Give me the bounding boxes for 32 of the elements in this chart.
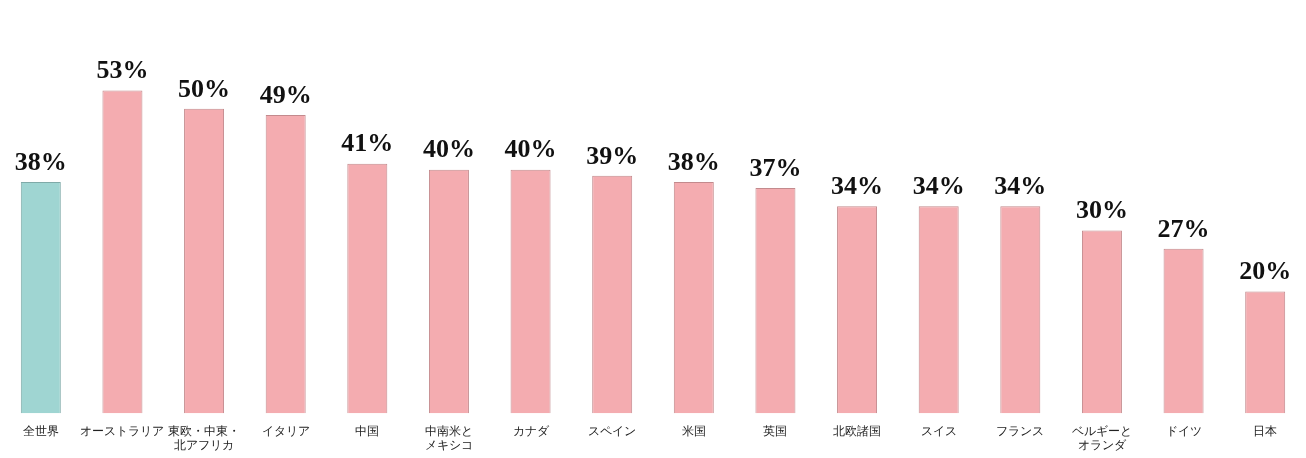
data-label: 20% [1239, 256, 1292, 286]
data-label: 50% [178, 73, 231, 103]
x-tick-label: ドイツ [1165, 423, 1202, 438]
data-label: 49% [259, 79, 312, 109]
x-tick-label: オーストラリア [80, 423, 165, 438]
data-label: 30% [1075, 195, 1128, 225]
data-label: 53% [96, 55, 149, 85]
x-tick-label: 英国 [763, 423, 788, 438]
x-tick-label: 北欧諸国 [833, 423, 882, 438]
x-tick-label: 日本 [1253, 423, 1278, 438]
data-label: 40% [504, 134, 557, 164]
data-label: 34% [912, 170, 965, 200]
data-label: 38% [14, 146, 67, 176]
x-tick-label: スイス [920, 423, 957, 438]
data-label: 38% [667, 146, 720, 176]
x-tick-label: 東欧・中東・北アフリカ [168, 423, 241, 452]
x-tick-label: スペイン [588, 423, 637, 438]
data-label: 27% [1157, 213, 1210, 243]
data-label: 40% [422, 134, 475, 164]
data-label: 34% [831, 170, 884, 200]
x-tick-label: カナダ [512, 423, 550, 438]
x-tick-label: 米国 [681, 423, 706, 438]
data-label: 37% [749, 152, 802, 182]
x-tick-label: 全世界 [22, 423, 59, 438]
data-label: 34% [994, 170, 1047, 200]
x-tick-label: 中国 [355, 423, 380, 438]
x-tick-label: イタリア [261, 423, 310, 438]
x-tick-label: 中南米とメキシコ [424, 423, 473, 452]
x-tick-label: フランス [996, 423, 1045, 438]
data-label: 41% [341, 128, 394, 158]
x-tick-label: ベルギーとオランダ [1071, 423, 1132, 452]
data-label: 39% [586, 140, 639, 170]
